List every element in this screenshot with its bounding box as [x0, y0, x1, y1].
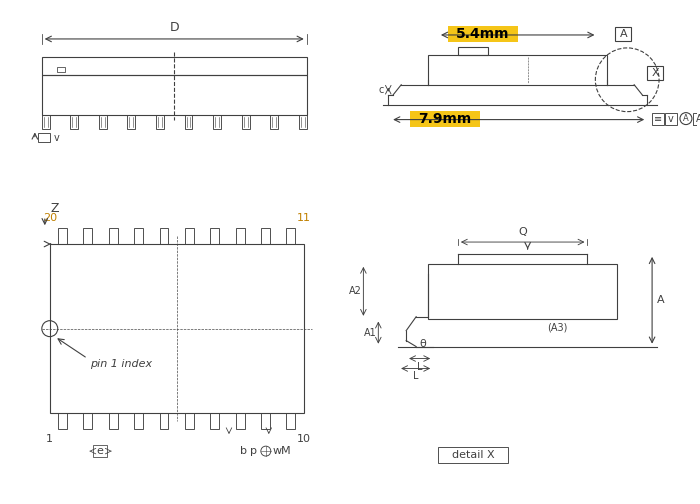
- Text: p: p: [251, 446, 258, 456]
- Bar: [286, 413, 295, 429]
- Text: L: L: [413, 371, 419, 382]
- Text: 10: 10: [297, 434, 311, 444]
- Bar: [83, 228, 92, 244]
- Bar: [185, 114, 193, 129]
- Text: ≡: ≡: [654, 113, 662, 123]
- Bar: [58, 228, 67, 244]
- Bar: [134, 228, 143, 244]
- Text: e: e: [96, 446, 103, 456]
- Bar: [50, 244, 304, 413]
- Text: pin 1 index: pin 1 index: [90, 358, 152, 368]
- Bar: [448, 26, 518, 42]
- Text: Z: Z: [50, 202, 59, 215]
- Bar: [57, 67, 64, 72]
- Text: c: c: [379, 85, 384, 95]
- Bar: [185, 228, 194, 244]
- Bar: [270, 114, 278, 129]
- Bar: [647, 66, 663, 80]
- Bar: [99, 114, 107, 129]
- Text: 20: 20: [43, 213, 57, 223]
- Bar: [160, 413, 169, 429]
- Bar: [665, 112, 677, 124]
- Bar: [236, 228, 245, 244]
- Bar: [42, 114, 50, 129]
- Bar: [210, 413, 219, 429]
- Bar: [210, 228, 219, 244]
- Bar: [185, 413, 194, 429]
- Text: v: v: [668, 113, 674, 123]
- Text: 5.4mm: 5.4mm: [456, 27, 510, 41]
- Bar: [410, 111, 480, 127]
- Bar: [428, 264, 617, 319]
- Bar: [615, 27, 631, 41]
- Text: A: A: [696, 113, 700, 123]
- Bar: [92, 445, 106, 457]
- Bar: [261, 228, 270, 244]
- Bar: [261, 413, 270, 429]
- Bar: [241, 114, 250, 129]
- Text: θ: θ: [420, 339, 426, 349]
- Text: M: M: [281, 446, 290, 456]
- Bar: [108, 413, 118, 429]
- Text: 11: 11: [297, 213, 311, 223]
- Text: (A3): (A3): [547, 323, 568, 333]
- Bar: [236, 413, 245, 429]
- Bar: [286, 228, 295, 244]
- Bar: [108, 228, 118, 244]
- Bar: [58, 413, 67, 429]
- Text: A1: A1: [363, 328, 377, 338]
- Bar: [428, 55, 608, 85]
- Text: A: A: [683, 114, 689, 123]
- Bar: [160, 228, 169, 244]
- Bar: [134, 413, 143, 429]
- Bar: [38, 133, 50, 143]
- Text: 1: 1: [46, 434, 53, 444]
- Bar: [42, 75, 307, 114]
- Bar: [458, 47, 488, 55]
- Text: Q: Q: [518, 227, 527, 237]
- Text: L: L: [417, 361, 422, 371]
- Text: b: b: [240, 446, 247, 456]
- Text: A: A: [657, 295, 665, 305]
- Bar: [299, 114, 307, 129]
- Bar: [213, 114, 221, 129]
- Bar: [71, 114, 78, 129]
- Bar: [127, 114, 135, 129]
- Bar: [652, 112, 664, 124]
- Bar: [438, 447, 508, 463]
- Text: A2: A2: [349, 286, 361, 296]
- Bar: [42, 57, 307, 75]
- Text: v: v: [54, 133, 60, 143]
- Text: D: D: [169, 21, 179, 34]
- Text: w: w: [273, 446, 282, 456]
- Text: A: A: [620, 29, 627, 39]
- Bar: [156, 114, 164, 129]
- Bar: [693, 112, 700, 124]
- Text: detail X: detail X: [452, 450, 494, 460]
- Text: X: X: [651, 68, 659, 78]
- Text: 7.9mm: 7.9mm: [419, 111, 472, 125]
- Bar: [83, 413, 92, 429]
